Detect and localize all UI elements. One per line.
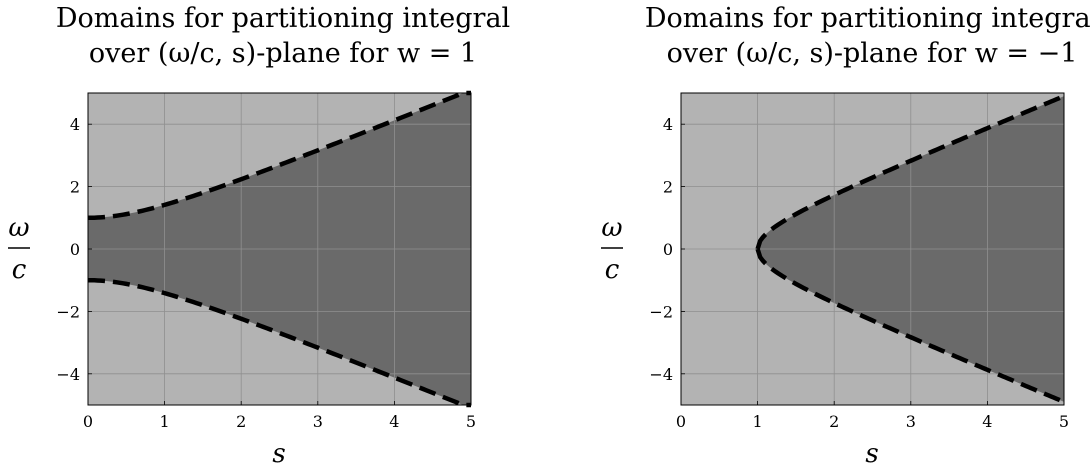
- x-tick-label: 0: [83, 412, 93, 431]
- chart-title-line2: over (ω/c, s)-plane for w = 1: [89, 38, 477, 69]
- chart-panel-w-minus-1: Domains for partitioning integral over (…: [601, 3, 1090, 469]
- boundary-upper-dashed-line: [87, 90, 471, 221]
- y-tick-label: −4: [56, 365, 80, 384]
- chart-title-line1: Domains for partitioning integral: [645, 3, 1090, 34]
- chart-panel-w-1: Domains for partitioning integral over (…: [8, 3, 510, 469]
- x-tick-label: 5: [1059, 412, 1069, 431]
- x-axis-label: s: [865, 439, 878, 469]
- axis-ticks: 0 1 2 3 4 5 −4 −2 0 2 4: [56, 115, 476, 431]
- y-tick-label: 4: [70, 115, 80, 134]
- y-tick-label: −2: [649, 302, 673, 321]
- x-tick-label: 1: [753, 412, 763, 431]
- grid-lines: [88, 93, 471, 405]
- boundary-lower-dashed-line: [755, 248, 1065, 404]
- x-tick-label: 0: [676, 412, 686, 431]
- y-axis-label-numerator: ω: [601, 213, 622, 243]
- boundary-lower-dashed-line: [87, 277, 471, 408]
- x-tick-label: 3: [313, 412, 323, 431]
- x-tick-label: 4: [982, 412, 992, 431]
- x-tick-label: 5: [466, 412, 476, 431]
- x-axis-label: s: [272, 439, 285, 469]
- y-axis-label: ω c: [601, 213, 623, 285]
- chart-title-line1: Domains for partitioning integral: [56, 3, 510, 34]
- x-tick-label: 3: [906, 412, 916, 431]
- axis-ticks: 0 1 2 3 4 5 −4 −2 0 2 4: [649, 115, 1069, 431]
- y-tick-label: 2: [70, 178, 80, 197]
- y-tick-label: 4: [663, 115, 673, 134]
- y-axis-label: ω c: [8, 213, 30, 285]
- x-tick-label: 1: [160, 412, 170, 431]
- x-tick-label: 4: [389, 412, 399, 431]
- y-tick-label: 2: [663, 178, 673, 197]
- boundary-upper-dashed-line: [755, 94, 1065, 250]
- y-axis-label-denominator: c: [605, 255, 620, 285]
- chart-title-line2: over (ω/c, s)-plane for w = −1: [667, 38, 1078, 69]
- y-tick-label: 0: [663, 240, 673, 259]
- y-tick-label: −2: [56, 302, 80, 321]
- x-tick-label: 2: [829, 412, 839, 431]
- y-axis-label-numerator: ω: [8, 213, 29, 243]
- y-tick-label: −4: [649, 365, 673, 384]
- x-tick-label: 2: [236, 412, 246, 431]
- y-tick-label: 0: [70, 240, 80, 259]
- y-axis-label-denominator: c: [12, 255, 27, 285]
